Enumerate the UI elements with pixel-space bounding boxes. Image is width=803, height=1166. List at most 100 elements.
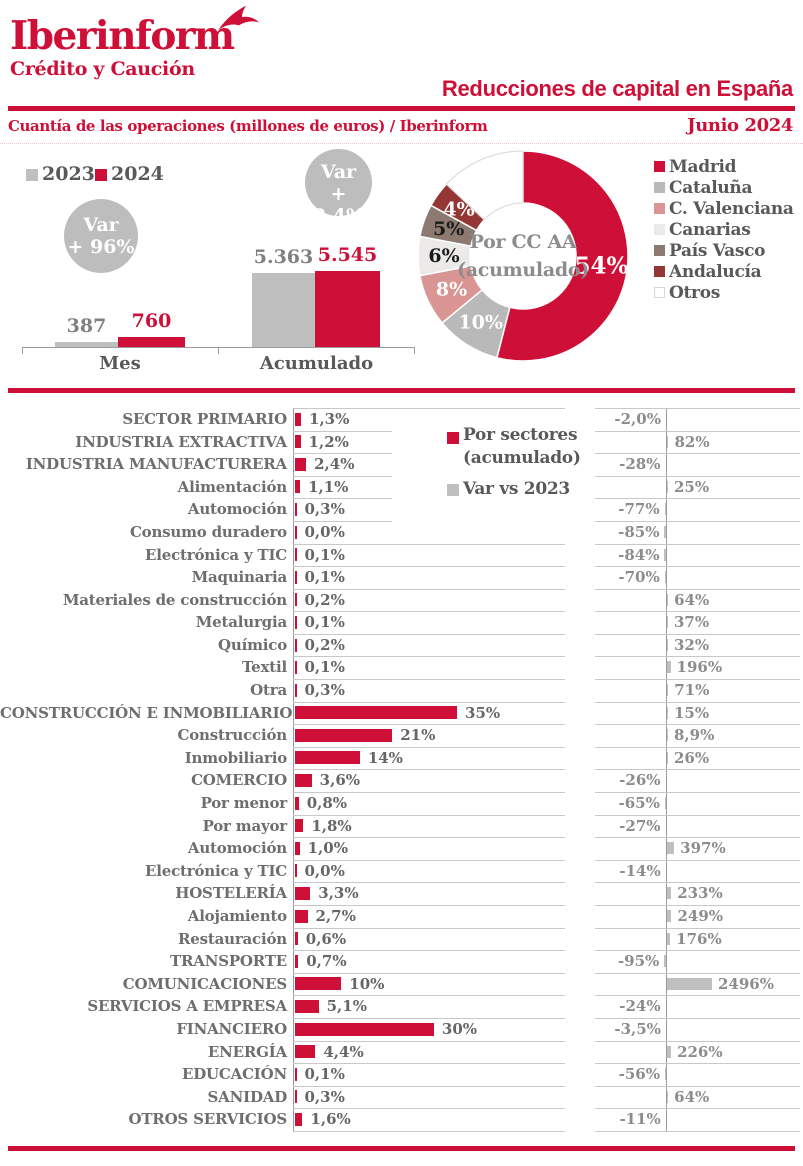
left-gridline [293, 566, 565, 568]
bar-Acumulado-2024 [315, 271, 380, 347]
donut-legend-swatch-Otros [654, 287, 665, 298]
donut-legend-label-Otros: Otros [669, 283, 721, 303]
donut-legend-label-Andalucía: Andalucía [669, 262, 762, 282]
right-gridline [595, 611, 800, 613]
left-gridline [293, 701, 565, 703]
var-badge-line2: + 96% [67, 236, 135, 258]
sector-share-bar [295, 774, 312, 788]
brand-tagline: Crédito y Caución [10, 58, 195, 80]
page-title: Reducciones de capital en España [441, 76, 793, 101]
donut-legend-label-Madrid: Madrid [669, 157, 737, 177]
sector-share-value: 4,4% [323, 1042, 364, 1061]
sector-var-bar [667, 932, 671, 945]
sector-var-value: -14% [619, 861, 661, 880]
bar-Mes-2023 [55, 341, 118, 347]
left-gridline [293, 633, 565, 635]
sector-var-bar [664, 525, 666, 538]
sector-var-value: 82% [674, 432, 710, 451]
sector-var-value: -11% [619, 1110, 661, 1129]
left-gridline [293, 656, 565, 658]
legend-swatch-2023 [26, 169, 38, 181]
sector-label: Textil [241, 658, 287, 677]
left-chart-top-border [293, 408, 565, 409]
donut-label-Cataluña: 10% [458, 312, 503, 334]
left-gridline [293, 1130, 565, 1132]
left-gridline [293, 837, 565, 839]
sector-var-bar [667, 638, 668, 651]
sector-label: Alimentación [177, 477, 288, 496]
sector-share-value: 5,1% [326, 997, 367, 1016]
right-gridline [595, 769, 800, 771]
sector-var-value: 64% [674, 590, 710, 609]
sector-share-value: 1,3% [309, 410, 350, 428]
sector-share-value: 1,8% [311, 816, 352, 835]
sector-var-bar [667, 661, 671, 674]
sector-var-bar [664, 797, 666, 810]
left-gridline [293, 814, 565, 816]
left-gridline [293, 1017, 565, 1019]
right-gridline [595, 904, 800, 906]
sector-share-bar [295, 435, 301, 449]
donut-segment-Otros [445, 150, 524, 221]
donut-center-line1: Por CC AA [469, 231, 577, 253]
x-axis-tick-0 [22, 347, 23, 354]
sector-var-bar [664, 571, 666, 584]
sector-var-bar [667, 706, 668, 719]
sector-var-bar [667, 977, 712, 990]
sector-share-value: 0,1% [304, 658, 345, 677]
sector-var-bar [664, 548, 666, 561]
right-gridline [595, 566, 800, 568]
bar-value-Acumulado-2023: 5.363 [253, 246, 314, 269]
right-gridline [595, 498, 800, 500]
sector-label: Maquinaria [191, 568, 288, 587]
sector-share-bar [295, 1112, 303, 1126]
bar-value-Mes-2023: 387 [66, 314, 107, 337]
sector-legend-label-share: Por sectores [463, 425, 578, 445]
sector-share-bar [295, 412, 302, 426]
donut-segment-Madrid [495, 150, 629, 362]
divider-top [8, 106, 795, 111]
x-axis-tick-1 [218, 347, 219, 354]
sector-label: SERVICIOS A EMPRESA [87, 997, 287, 1016]
left-gridline [293, 588, 565, 590]
bar-Acumulado-2023 [252, 273, 315, 347]
sector-label: ENERGÍA [207, 1042, 287, 1061]
right-gridline [595, 475, 800, 477]
sector-legend-swatch-share [447, 432, 459, 444]
right-gridline [595, 792, 800, 794]
sector-var-value: -77% [618, 500, 660, 519]
left-gridline [293, 611, 565, 613]
left-gridline [293, 520, 392, 522]
sector-share-bar [295, 706, 458, 720]
sector-share-value: 21% [400, 726, 436, 745]
var-badge-Acumulado: Var + 3,4% [305, 149, 372, 227]
sector-share-bar [295, 841, 300, 855]
right-gridline [595, 1063, 800, 1065]
sector-var-value: 15% [674, 703, 710, 722]
sector-label: TRANSPORTE [170, 952, 287, 971]
right-gridline [595, 520, 800, 522]
donut-legend-swatch-País Vasco [654, 245, 665, 256]
sector-label: OTROS SERVICIOS [128, 1110, 287, 1129]
sector-share-bar [295, 999, 319, 1013]
right-gridline [595, 656, 800, 658]
sector-var-value: -84% [618, 545, 660, 564]
left-gridline [293, 498, 392, 500]
sector-var-value: 37% [674, 613, 710, 632]
sector-label: HOSTELERÍA [175, 884, 287, 903]
brand-name: Iberinform [10, 13, 235, 59]
sector-share-value: 0,2% [304, 635, 345, 654]
donut-center-line2: (acumulado) [457, 259, 589, 281]
sector-label: INDUSTRIA MANUFACTURERA [25, 455, 287, 474]
right-gridline [595, 588, 800, 590]
sector-var-value: 249% [677, 906, 724, 925]
sector-share-value: 10% [349, 974, 385, 993]
sector-label: Restauración [178, 929, 287, 948]
sector-label: COMERCIO [191, 771, 287, 790]
sector-share-bar [295, 954, 299, 968]
sector-share-bar [295, 977, 342, 991]
donut-label-País Vasco: 5% [433, 218, 464, 240]
sector-label: COMUNICACIONES [122, 974, 287, 993]
sector-label: Materiales de construcción [62, 590, 287, 609]
left-gridline [293, 1040, 565, 1042]
